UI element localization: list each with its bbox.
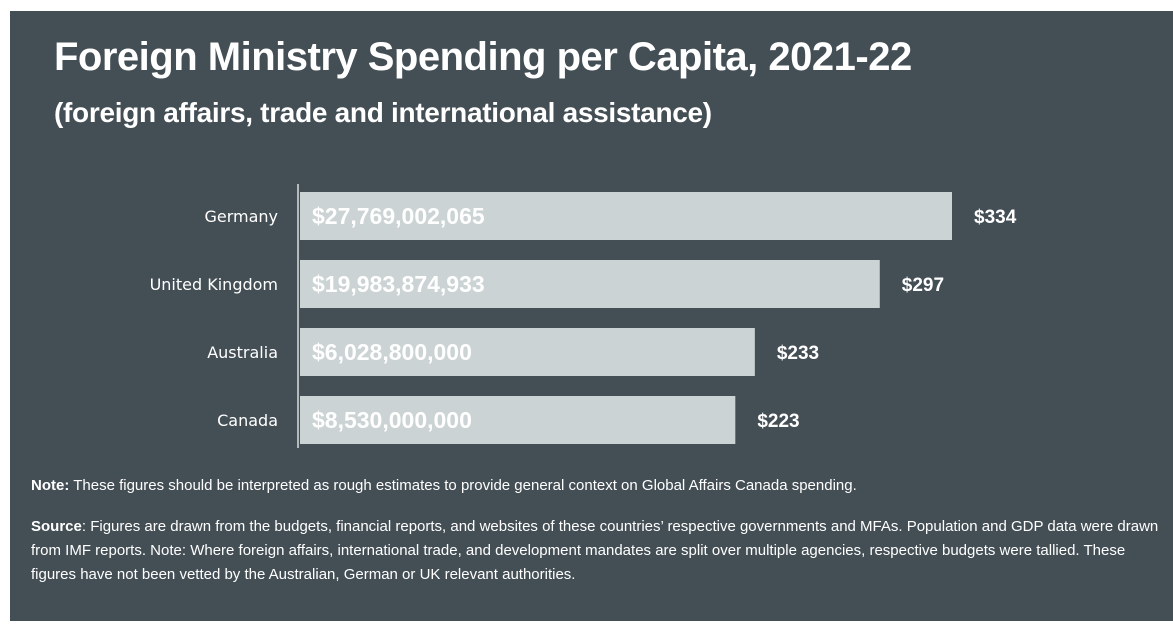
category-label: Canada (217, 411, 278, 430)
category-label: Australia (207, 343, 278, 362)
chart-title: Foreign Ministry Spending per Capita, 20… (54, 35, 912, 79)
bar-total-label: $6,028,800,000 (312, 339, 472, 365)
bar-canada (300, 396, 736, 444)
source-body: : Figures are drawn from the budgets, fi… (31, 518, 1159, 583)
chart-panel: Foreign Ministry Spending per Capita, 20… (10, 11, 1173, 621)
per-capita-value-label: $233 (777, 343, 819, 364)
bar-total-label: $8,530,000,000 (312, 407, 472, 433)
bar-united-kingdom (300, 260, 880, 308)
bar-germany (300, 192, 952, 240)
note-body: These figures should be interpreted as r… (69, 477, 857, 494)
note-label: Note: (31, 477, 70, 494)
per-capita-value-label: $334 (974, 207, 1017, 228)
source-text: Source: Figures are drawn from the budge… (31, 515, 1166, 587)
bar-total-label: $19,983,874,933 (312, 271, 485, 297)
bar-total-label: $27,769,002,065 (312, 203, 485, 229)
per-capita-value-label: $297 (902, 275, 944, 296)
source-label: Source (31, 518, 82, 535)
chart-subtitle: (foreign affairs, trade and internationa… (54, 97, 712, 128)
per-capita-value-label: $223 (757, 411, 799, 432)
bar-australia (300, 328, 755, 376)
category-label: Germany (204, 207, 278, 226)
bar-chart: Germany $27,769,002,065 $334 United Kingdom… (150, 184, 1017, 448)
note-text: Note: These figures should be interprete… (31, 477, 1161, 494)
category-label: United Kingdom (150, 275, 278, 294)
